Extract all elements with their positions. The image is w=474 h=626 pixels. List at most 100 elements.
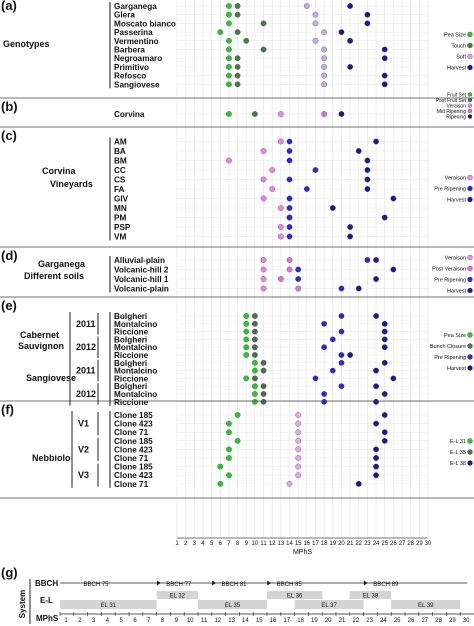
data-point <box>338 328 345 335</box>
legend-label: Post Veraison <box>432 267 466 273</box>
row-label: Alluvial-plain <box>114 256 165 265</box>
group-label: Nebbiolo <box>32 453 71 463</box>
legend-label: E-L 35 <box>450 450 466 456</box>
row-label: CC <box>114 166 126 175</box>
data-point <box>312 375 319 382</box>
row-label: Montalcino <box>114 367 157 376</box>
data-point <box>260 391 267 397</box>
row-label: Riccione <box>114 351 149 360</box>
x-tick-label: 23 <box>364 541 371 547</box>
data-point <box>234 29 241 35</box>
mphs-tick-label: 15 <box>256 618 263 624</box>
data-point <box>381 429 388 436</box>
x-tick-label: 9 <box>245 541 249 547</box>
data-point <box>278 276 284 282</box>
data-point <box>243 344 250 351</box>
legend-marker <box>467 343 473 349</box>
legend-label: E-L 38 <box>450 461 466 467</box>
data-point <box>252 313 258 319</box>
mphs-tick-label: 24 <box>380 618 387 624</box>
data-point <box>321 55 327 62</box>
data-point <box>260 359 267 366</box>
mphs-tick-label: 28 <box>435 618 442 624</box>
data-point <box>278 111 284 117</box>
data-point <box>381 320 388 327</box>
data-point <box>252 111 258 117</box>
row-label: Moscato bianco <box>114 19 176 28</box>
data-point <box>278 138 284 145</box>
data-point <box>295 285 302 292</box>
data-point <box>321 64 327 70</box>
legend-label: Pre Ripening <box>434 187 466 193</box>
row-label: Clone 71 <box>114 480 149 489</box>
row-label: VM <box>114 233 126 242</box>
bbch-arrowhead <box>156 580 161 586</box>
x-tick-label: 1 <box>175 541 179 547</box>
data-point <box>234 81 241 88</box>
legend-label: Pre Ripening <box>434 355 466 361</box>
legend-label: Bunch Closure <box>430 344 466 350</box>
data-point <box>252 398 258 405</box>
x-tick-label: 22 <box>355 541 362 547</box>
bbch-stage-label: BBCH 75 <box>83 582 109 588</box>
el-stage-label: EL 39 <box>418 603 434 609</box>
mphs-tick-label: 8 <box>161 618 165 624</box>
mphs-tick-label: 17 <box>283 618 290 624</box>
legend-marker <box>467 31 473 38</box>
data-point <box>234 437 241 444</box>
data-point <box>321 398 327 405</box>
data-point <box>295 420 302 427</box>
data-point <box>373 383 379 390</box>
data-point <box>226 55 232 62</box>
bbch-stage-label: BBCH 89 <box>373 582 399 588</box>
data-point <box>260 285 267 292</box>
data-point <box>278 205 284 211</box>
system-row-label: BBCH <box>35 579 58 588</box>
year-label: 2012 <box>76 389 96 399</box>
group-label: Sauvignon <box>18 341 64 351</box>
el-stage-label: EL 36 <box>287 594 303 600</box>
year-label: 2011 <box>76 319 96 329</box>
x-tick-label: 11 <box>260 541 267 547</box>
mphs-tick-label: 21 <box>339 618 346 624</box>
data-point <box>329 336 336 343</box>
data-point <box>347 233 353 240</box>
bbch-stage-label: BBCH 81 <box>221 582 247 588</box>
x-tick-label: 27 <box>399 541 406 547</box>
x-tick-label: 2 <box>184 541 188 547</box>
data-point <box>252 320 258 327</box>
row-label: Vermentino <box>114 37 159 46</box>
legend-marker <box>467 460 473 466</box>
data-point <box>373 455 379 461</box>
row-label: Bolgheri <box>114 312 147 321</box>
legend-marker <box>467 265 473 272</box>
data-point <box>364 257 371 263</box>
panel-tag: (e) <box>1 298 17 313</box>
row-label: BM <box>114 157 127 166</box>
grid-lines <box>176 0 429 538</box>
x-tick-label: 26 <box>390 541 397 547</box>
legend-marker <box>467 276 473 283</box>
x-tick-label: 17 <box>312 541 319 547</box>
data-point <box>252 383 258 390</box>
row-label: Volcanic-plain <box>114 285 169 294</box>
row-label: Volcanic-hill 2 <box>114 266 169 275</box>
data-point <box>321 391 327 397</box>
x-tick-label: 5 <box>210 541 214 547</box>
data-point <box>338 359 345 366</box>
row-label: Clone 185 <box>114 463 153 472</box>
data-point <box>321 46 327 53</box>
data-point <box>381 214 388 221</box>
el-stage-bar <box>156 591 198 599</box>
data-point <box>295 437 302 444</box>
legend-marker <box>467 365 473 371</box>
x-tick-label: 18 <box>321 541 328 547</box>
mphs-tick-label: 5 <box>120 618 124 624</box>
data-point <box>243 313 250 319</box>
legend-label: Harvest <box>447 289 466 295</box>
legend-marker <box>467 287 473 294</box>
data-point <box>226 446 232 453</box>
data-point <box>243 37 250 44</box>
